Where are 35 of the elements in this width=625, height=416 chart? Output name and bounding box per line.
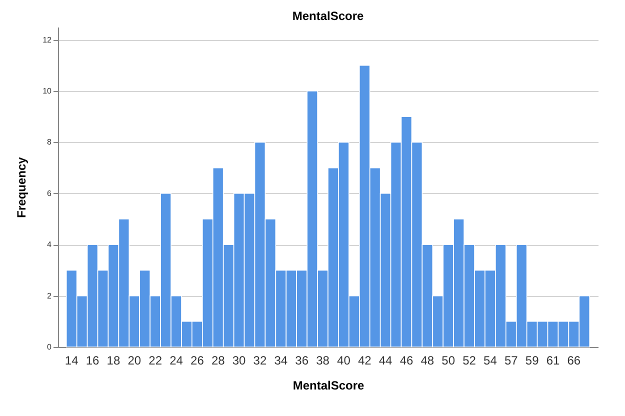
x-tick-label: 42 <box>358 354 372 368</box>
y-tick-label: 0 <box>47 342 52 352</box>
x-tick-label: 30 <box>232 354 246 368</box>
x-tick-label: 44 <box>378 354 393 368</box>
y-tick-label: 12 <box>42 35 52 44</box>
x-tick-label: 48 <box>420 354 434 368</box>
x-tick-label: 24 <box>170 354 184 368</box>
x-tick-label: 26 <box>190 354 204 368</box>
x-tick-label: 50 <box>442 354 456 368</box>
x-tick-label: 57 <box>504 354 518 368</box>
chart-title: MentalScore <box>292 9 364 23</box>
x-axis-title: MentalScore <box>292 378 364 392</box>
x-tick-label: 38 <box>316 354 330 368</box>
x-tick-label: 52 <box>462 354 476 368</box>
x-tick-label: 36 <box>295 354 309 368</box>
x-tick-label: 18 <box>106 354 120 368</box>
x-tick-label: 46 <box>400 354 414 368</box>
x-tick-label: 22 <box>148 354 162 368</box>
x-tick-label: 14 <box>64 354 79 368</box>
x-tick-label: 32 <box>253 354 267 368</box>
x-tick-label: 59 <box>525 354 540 368</box>
x-tick-label: 16 <box>86 354 100 368</box>
x-tick-label: 20 <box>128 354 142 368</box>
x-tick-label: 40 <box>337 354 351 368</box>
y-tick-label: 4 <box>47 240 52 250</box>
y-tick-label: 8 <box>47 138 52 147</box>
x-tick-label: 54 <box>484 354 498 368</box>
y-axis-title: Frequency <box>14 156 29 218</box>
x-tick-label: 28 <box>211 354 226 368</box>
y-tick-label: 10 <box>42 86 52 96</box>
x-tick-label: 34 <box>274 354 288 368</box>
y-tick-label: 6 <box>47 188 52 198</box>
x-tick-label: 66 <box>567 354 581 368</box>
y-tick-label: 2 <box>47 291 52 300</box>
x-tick-label: 61 <box>546 354 560 368</box>
